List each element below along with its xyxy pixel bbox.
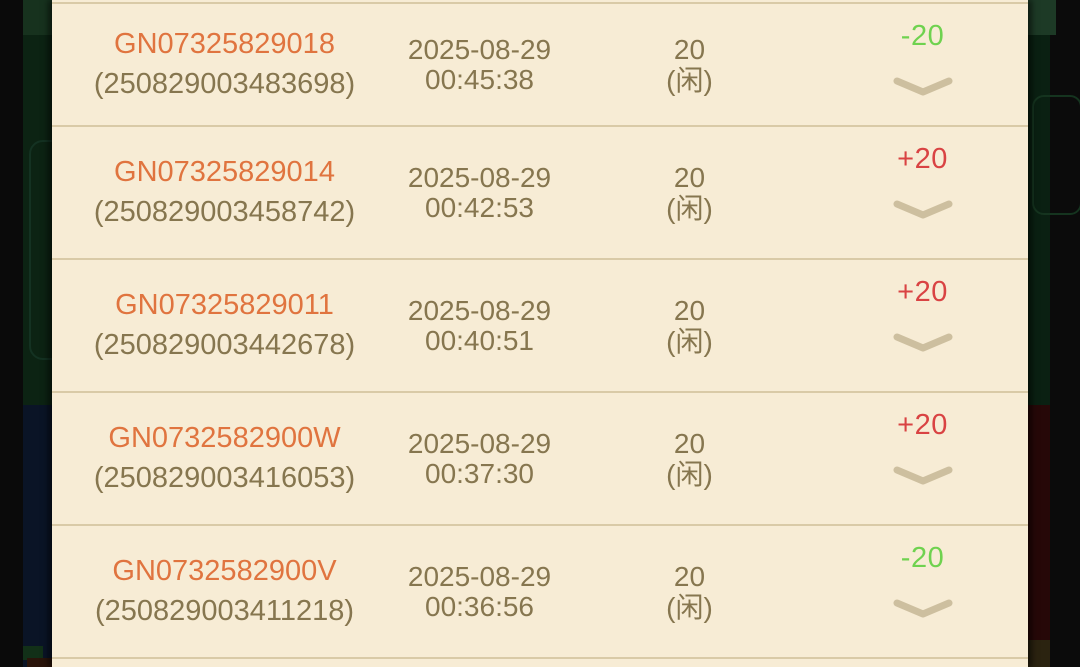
result-amount: +20	[897, 143, 948, 175]
serial-number: (250829003411218)	[94, 595, 355, 627]
date-text: 2025-08-29	[407, 560, 552, 592]
time-text: 00:42:53	[425, 191, 534, 223]
serial-number: (250829003416053)	[93, 462, 356, 494]
serial-number: (250829003458742)	[93, 196, 356, 228]
bet-cell: 20 (闲)	[562, 127, 817, 258]
game-id-cell: GN0732582900V (250829003411218)	[52, 526, 397, 657]
result-cell: -20	[817, 4, 1028, 125]
bet-amount: 20	[673, 33, 706, 65]
game-number: GN07325829014	[114, 156, 335, 188]
date-text: 2025-08-29	[407, 33, 552, 65]
chevron-down-icon[interactable]	[892, 200, 954, 220]
chevron-down-icon[interactable]	[892, 599, 954, 619]
result-amount: +20	[897, 409, 948, 441]
bet-amount: 20	[673, 294, 706, 326]
background-left-strip	[23, 0, 52, 667]
bet-record-row[interactable]: GN07325829014 (250829003458742) 2025-08-…	[52, 127, 1028, 260]
bet-record-list: GN07325829018 (250829003483698) 2025-08-…	[52, 4, 1028, 667]
datetime-cell: 2025-08-29 00:45:38	[397, 4, 562, 125]
bet-cell: 20 (闲)	[562, 4, 817, 125]
background-left-button-edge	[29, 140, 52, 360]
time-text: 00:37:30	[425, 457, 534, 489]
bet-record-panel: GN07325829018 (250829003483698) 2025-08-…	[52, 0, 1028, 667]
chevron-down-icon[interactable]	[892, 466, 954, 486]
background-right-green	[1028, 35, 1050, 405]
result-amount: -20	[900, 542, 945, 574]
next-row-partial	[52, 659, 1028, 667]
bet-target: (闲)	[666, 458, 713, 490]
date-text: 2025-08-29	[407, 427, 552, 459]
background-left-topbar	[23, 0, 52, 35]
divider	[52, 2, 1028, 4]
result-cell: +20	[817, 393, 1028, 524]
bet-record-row[interactable]: GN07325829018 (250829003483698) 2025-08-…	[52, 4, 1028, 127]
result-amount: +20	[897, 276, 948, 308]
background-right-olive	[1028, 640, 1050, 667]
bet-cell: 20 (闲)	[562, 526, 817, 657]
serial-number: (250829003483698)	[93, 68, 356, 100]
bet-amount: 20	[673, 560, 706, 592]
bet-amount: 20	[673, 427, 706, 459]
date-text: 2025-08-29	[407, 294, 552, 326]
bet-record-row[interactable]: GN0732582900V (250829003411218) 2025-08-…	[52, 526, 1028, 659]
datetime-cell: 2025-08-29 00:40:51	[397, 260, 562, 391]
result-cell: +20	[817, 260, 1028, 391]
date-text: 2025-08-29	[407, 161, 552, 193]
datetime-cell: 2025-08-29 00:42:53	[397, 127, 562, 258]
result-cell: +20	[817, 127, 1028, 258]
serial-number: (250829003442678)	[93, 329, 356, 361]
background-right-button-edge	[1032, 95, 1080, 215]
game-number: GN07325829011	[115, 289, 334, 321]
bet-target: (闲)	[666, 64, 713, 96]
bet-record-row[interactable]: GN07325829011 (250829003442678) 2025-08-…	[52, 260, 1028, 393]
game-id-cell: GN07325829011 (250829003442678)	[52, 260, 397, 391]
time-text: 00:40:51	[425, 324, 534, 356]
bet-record-row[interactable]: GN0732582900W (250829003416053) 2025-08-…	[52, 393, 1028, 526]
background-left-navy	[23, 405, 52, 667]
bet-cell: 20 (闲)	[562, 260, 817, 391]
bet-amount: 20	[673, 161, 706, 193]
background-left-green	[23, 35, 52, 405]
background-left-black	[0, 0, 23, 667]
time-text: 00:36:56	[425, 590, 534, 622]
datetime-cell: 2025-08-29 00:36:56	[397, 526, 562, 657]
bet-target: (闲)	[666, 325, 713, 357]
game-number: GN0732582900V	[112, 555, 337, 587]
game-id-cell: GN0732582900W (250829003416053)	[52, 393, 397, 524]
chevron-down-icon[interactable]	[892, 333, 954, 353]
game-number: GN0732582900W	[108, 422, 341, 454]
bet-cell: 20 (闲)	[562, 393, 817, 524]
background-right-topbar	[1028, 0, 1056, 35]
datetime-cell: 2025-08-29 00:37:30	[397, 393, 562, 524]
game-number: GN07325829018	[114, 28, 335, 60]
game-id-cell: GN07325829018 (250829003483698)	[52, 4, 397, 125]
background-right-strip	[1028, 0, 1080, 667]
bet-target: (闲)	[666, 192, 713, 224]
time-text: 00:45:38	[425, 63, 534, 95]
game-id-cell: GN07325829014 (250829003458742)	[52, 127, 397, 258]
background-left-bottom-brown	[27, 658, 52, 667]
chevron-down-icon[interactable]	[892, 77, 954, 97]
background-left-bottom-green	[23, 646, 43, 660]
background-right-maroon	[1028, 405, 1050, 640]
result-amount: -20	[900, 20, 945, 52]
bet-target: (闲)	[666, 591, 713, 623]
result-cell: -20	[817, 526, 1028, 657]
